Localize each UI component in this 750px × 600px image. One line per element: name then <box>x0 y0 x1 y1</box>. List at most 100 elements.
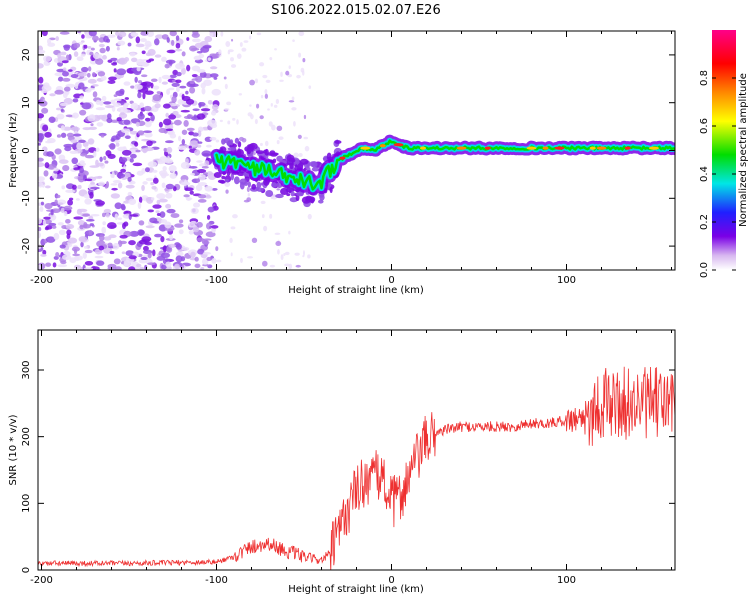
spectrogram-noise-blob <box>92 91 98 98</box>
spectrogram-noise-blob <box>108 234 117 239</box>
spectrogram-ridge-blob <box>265 190 274 198</box>
spectrogram-y-tick-label: 20 <box>21 49 32 62</box>
spectrogram-noise-blob <box>160 252 171 259</box>
spectrogram-noise-blob <box>73 167 81 171</box>
spectrogram-noise-blob <box>247 112 253 117</box>
spectrogram-noise-blob <box>288 65 291 69</box>
spectrogram-noise-blob <box>158 76 162 84</box>
spectrogram-noise-blob <box>44 185 51 189</box>
spectrogram-noise-blob <box>168 165 177 172</box>
spectrogram-noise-blob <box>188 165 198 169</box>
spectrogram-x-tick-label: -100 <box>205 275 228 286</box>
spectrogram-noise-blob <box>121 251 126 255</box>
spectrogram-hot-spot <box>379 144 386 148</box>
spectrogram-noise-blob <box>247 256 254 259</box>
spectrogram-ridge-blob <box>233 176 240 185</box>
spectrogram-noise-blob <box>174 263 180 270</box>
spectrogram-noise-blobs <box>38 31 343 270</box>
spectrogram-hot-spot <box>649 146 659 150</box>
snr-x-tick-label: -100 <box>205 575 228 586</box>
spectrogram-noise-blob <box>43 170 49 177</box>
spectrogram-ridge-blob <box>224 178 230 183</box>
spectrogram-noise-blob <box>82 213 91 217</box>
spectrogram-noise-blob <box>229 237 233 244</box>
spectrogram-noise-blob <box>175 48 183 52</box>
spectrogram-noise-blob <box>209 66 218 70</box>
spectrogram-noise-blob <box>207 119 217 127</box>
spectrogram-noise-blob <box>59 51 67 56</box>
spectrogram-noise-blob <box>269 213 273 219</box>
spectrogram-noise-blob <box>108 76 117 81</box>
spectrogram-noise-blob <box>189 140 199 148</box>
spectrogram-noise-blob <box>308 85 312 89</box>
spectrogram-noise-blob <box>270 103 273 107</box>
spectrogram-noise-blob <box>103 35 109 43</box>
spectrogram-noise-blob <box>152 169 158 173</box>
spectrogram-noise-blob <box>124 97 129 100</box>
spectrogram-noise-blob <box>190 220 197 224</box>
spectrogram-noise-blob <box>38 157 44 162</box>
spectrogram-noise-blob <box>110 57 118 62</box>
spectrogram-noise-blob <box>80 40 85 43</box>
spectrogram-noise-blob <box>302 70 305 76</box>
colorbar-gradient <box>712 30 736 270</box>
snr-x-ticks: -200 -100 0 100 <box>30 330 672 586</box>
spectrogram-noise-blob <box>102 212 106 218</box>
spectrogram-noise-blob <box>292 39 295 42</box>
spectrogram-noise-blob <box>198 101 206 107</box>
spectrogram-noise-blob <box>129 230 140 237</box>
spectrogram-noise-blob <box>141 236 152 242</box>
spectrogram-noise-blob <box>73 264 82 270</box>
spectrogram-noise-blob <box>123 221 129 227</box>
spectrogram-noise-blob <box>105 213 110 218</box>
spectrogram-noise-blob <box>120 168 126 173</box>
spectrogram-noise-blob <box>57 264 68 268</box>
spectrogram-hot-spot <box>596 146 607 150</box>
spectrogram-noise-blob <box>80 241 84 248</box>
spectrogram-noise-blob <box>175 251 184 257</box>
snr-y-tick-label: 200 <box>21 427 32 446</box>
spectrogram-noise-blob <box>178 219 184 224</box>
spectrogram-noise-blob <box>133 84 143 90</box>
spectrogram-noise-blob <box>97 162 104 167</box>
colorbar-tick-label: 0.8 <box>699 70 710 86</box>
spectrogram-noise-blob <box>291 107 297 111</box>
spectrogram-noise-blob <box>142 150 147 154</box>
spectrogram-noise-blob <box>276 125 283 132</box>
spectrogram-noise-blob <box>66 233 71 240</box>
spectrogram-noise-blob <box>86 87 96 91</box>
spectrogram-xlabel: Height of straight line (km) <box>288 285 424 296</box>
spectrogram-noise-blob <box>207 206 215 213</box>
spectrogram-noise-blob <box>186 37 190 41</box>
spectrogram-noise-blob <box>75 198 80 201</box>
spectrogram-x-tick-label: 100 <box>557 275 576 286</box>
spectrogram-noise-blob <box>88 66 92 72</box>
spectrogram-noise-blob <box>192 226 200 233</box>
spectrogram-noise-blob <box>239 42 243 47</box>
spectrogram-noise-blob <box>293 120 296 127</box>
spectrogram-noise-blob <box>58 159 69 164</box>
colorbar: 0.0 0.2 0.4 0.6 0.8 Normalized spectral ampl… <box>699 30 749 278</box>
spectrogram-noise-blob <box>147 161 158 168</box>
spectrogram-noise-blob <box>189 80 195 85</box>
spectrogram-noise-blob <box>89 223 94 227</box>
spectrogram-noise-blob <box>113 258 121 265</box>
spectrogram-noise-blob <box>138 196 143 204</box>
spectrogram-noise-blob <box>202 172 208 176</box>
spectrogram-noise-blob <box>87 114 96 122</box>
spectrogram-noise-blob <box>219 119 223 123</box>
spectrogram-noise-blob <box>190 172 195 176</box>
spectrogram-noise-blob <box>111 170 115 179</box>
snr-panel: -200 -100 0 100 0 100 200 300 Height of straig… <box>8 329 676 595</box>
spectrogram-noise-blob <box>181 67 186 75</box>
spectrogram-noise-blob <box>73 216 84 220</box>
spectrogram-noise-blob <box>142 92 146 100</box>
spectrogram-noise-blob <box>86 72 91 78</box>
spectrogram-noise-blob <box>80 153 88 157</box>
spectrogram-ridge-blob <box>305 195 312 201</box>
spectrogram-noise-blob <box>175 42 181 49</box>
spectrogram-noise-blob <box>227 120 231 125</box>
spectrogram-noise-blob <box>186 197 192 201</box>
spectrogram-noise-blob <box>41 146 48 152</box>
spectrogram-noise-blob <box>83 44 88 49</box>
